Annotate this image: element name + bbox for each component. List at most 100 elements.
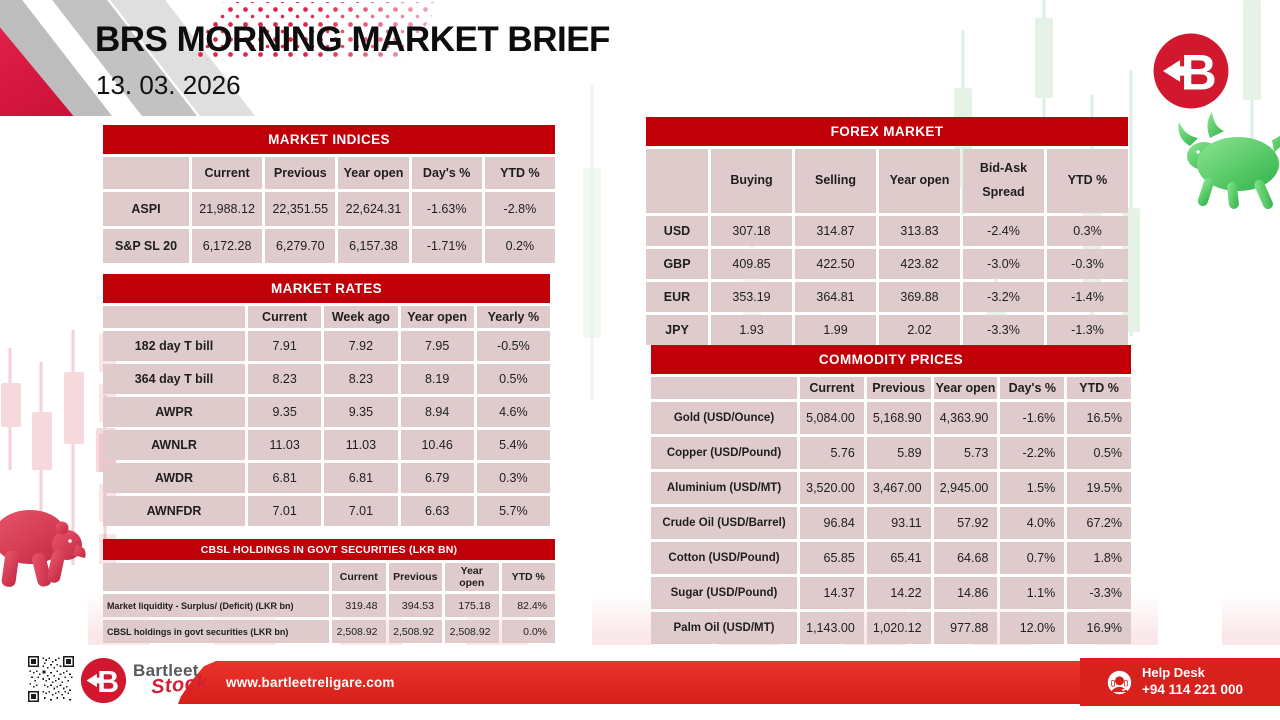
help-desk-label: Help Desk [1142, 665, 1205, 681]
row-label: Gold (USD/Ounce) [651, 402, 797, 434]
brand-wordmark: Bartleet Stock [133, 661, 209, 699]
table-title: MARKET INDICES [103, 125, 555, 154]
row-label: 182 day T bill [103, 331, 245, 361]
table-cell: 423.82 [879, 249, 960, 279]
column-header: Year open [445, 563, 499, 591]
table-cell: 2.02 [879, 315, 960, 345]
row-label: S&P SL 20 [103, 229, 189, 263]
table-cell: 14.22 [866, 577, 931, 609]
table-cell: 394.53 [388, 594, 442, 617]
table-cell: 6,172.28 [192, 229, 263, 263]
table-cell: 64.68 [933, 542, 998, 574]
column-header: YTD % [1067, 377, 1131, 399]
table-cell: 1.8% [1067, 542, 1131, 574]
market-indices-table: MARKET INDICES Current Previous Year open Da… [100, 122, 558, 266]
column-header: Day's % [411, 157, 482, 189]
row-label: GBP [646, 249, 708, 279]
table-cell: 7.01 [324, 496, 398, 526]
row-label: USD [646, 216, 708, 246]
logo-letter: B [97, 666, 119, 699]
table-cell: 12.0% [1000, 612, 1065, 644]
row-label: Cotton (USD/Pound) [651, 542, 797, 574]
table-cell: 16.5% [1067, 402, 1131, 434]
table-cell: 314.87 [795, 216, 876, 246]
row-label: AWPR [103, 397, 245, 427]
table-cell: 319.48 [332, 594, 386, 617]
column-header [103, 157, 189, 189]
row-label: CBSL holdings in govt securities (LKR bn… [103, 620, 329, 643]
table-cell: 6,157.38 [338, 229, 409, 263]
column-header: Year open [879, 149, 960, 213]
website-link[interactable]: www.bartleetreligare.com [226, 675, 395, 690]
table-cell: 57.92 [933, 507, 998, 539]
column-header [646, 149, 708, 213]
qr-code-icon [28, 656, 74, 702]
column-header [651, 377, 797, 399]
commodity-prices-table: COMMODITY PRICES Current Previous Year open… [648, 342, 1134, 647]
table-title: CBSL HOLDINGS IN GOVT SECURITIES (LKR BN… [103, 539, 555, 560]
table-cell: -3.0% [963, 249, 1044, 279]
row-label: AWDR [103, 463, 245, 493]
table-cell: 14.37 [800, 577, 864, 609]
table-cell: 11.03 [248, 430, 322, 460]
row-label: Crude Oil (USD/Barrel) [651, 507, 797, 539]
table-cell: 307.18 [711, 216, 792, 246]
table-cell: 96.84 [800, 507, 864, 539]
column-header: Previous [866, 377, 931, 399]
table-cell: -1.71% [411, 229, 482, 263]
table: FOREX MARKET Buying Selling Year open Bid-As… [643, 114, 1131, 348]
table-cell: 6.81 [248, 463, 322, 493]
table-cell: 6.81 [324, 463, 398, 493]
table-cell: 1,020.12 [866, 612, 931, 644]
table-cell: 5.7% [476, 496, 550, 526]
table-cell: 7.92 [324, 331, 398, 361]
table-title: COMMODITY PRICES [651, 345, 1131, 374]
table-cell: -1.63% [411, 192, 482, 226]
column-header: Selling [795, 149, 876, 213]
bear-icon [0, 510, 86, 587]
table-cell: 1.5% [1000, 472, 1065, 504]
table-cell: 7.91 [248, 331, 322, 361]
table-cell: 0.7% [1000, 542, 1065, 574]
row-label: ASPI [103, 192, 189, 226]
table: CBSL HOLDINGS IN GOVT SECURITIES (LKR BN… [100, 536, 558, 646]
table-cell: 4.6% [476, 397, 550, 427]
table-cell: 93.11 [866, 507, 931, 539]
help-desk-panel: Help Desk +94 114 221 000 [1080, 658, 1280, 706]
table-cell: 4,363.90 [933, 402, 998, 434]
table-cell: 5.73 [933, 437, 998, 469]
table-cell: 1,143.00 [800, 612, 864, 644]
table-cell: 2,508.92 [445, 620, 499, 643]
table-cell: 9.35 [324, 397, 398, 427]
help-desk-phone: +94 114 221 000 [1142, 681, 1243, 697]
row-label: Sugar (USD/Pound) [651, 577, 797, 609]
table-cell: 7.01 [248, 496, 322, 526]
table-cell: 9.35 [248, 397, 322, 427]
table-cell: -1.4% [1047, 282, 1128, 312]
table-cell: 5,084.00 [800, 402, 864, 434]
column-header [103, 306, 245, 328]
bull-icon [1178, 112, 1280, 210]
row-label: AWNLR [103, 430, 245, 460]
table-cell: 0.5% [1067, 437, 1131, 469]
table-cell: -1.6% [1000, 402, 1065, 434]
column-header: Current [248, 306, 322, 328]
column-header [103, 563, 329, 591]
market-rates-table: MARKET RATES Current Week ago Year open Year… [100, 271, 553, 529]
brand-sub: Stock [150, 671, 209, 699]
column-header: Yearly % [476, 306, 550, 328]
brand-name: Bartleet [133, 661, 199, 680]
column-header: Year open [338, 157, 409, 189]
table-title: MARKET RATES [103, 274, 550, 303]
table-cell: 8.23 [248, 364, 322, 394]
table-cell: 353.19 [711, 282, 792, 312]
table-cell: 313.83 [879, 216, 960, 246]
row-label: JPY [646, 315, 708, 345]
row-label: Copper (USD/Pound) [651, 437, 797, 469]
table-cell: 6.79 [400, 463, 474, 493]
row-label: AWNFDR [103, 496, 245, 526]
table-cell: 409.85 [711, 249, 792, 279]
table-cell: 16.9% [1067, 612, 1131, 644]
table-cell: -0.3% [1047, 249, 1128, 279]
table-cell: 369.88 [879, 282, 960, 312]
